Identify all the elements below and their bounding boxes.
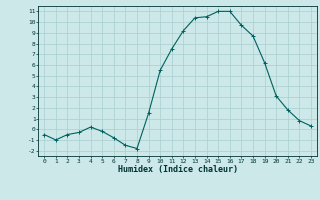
X-axis label: Humidex (Indice chaleur): Humidex (Indice chaleur) — [118, 165, 238, 174]
